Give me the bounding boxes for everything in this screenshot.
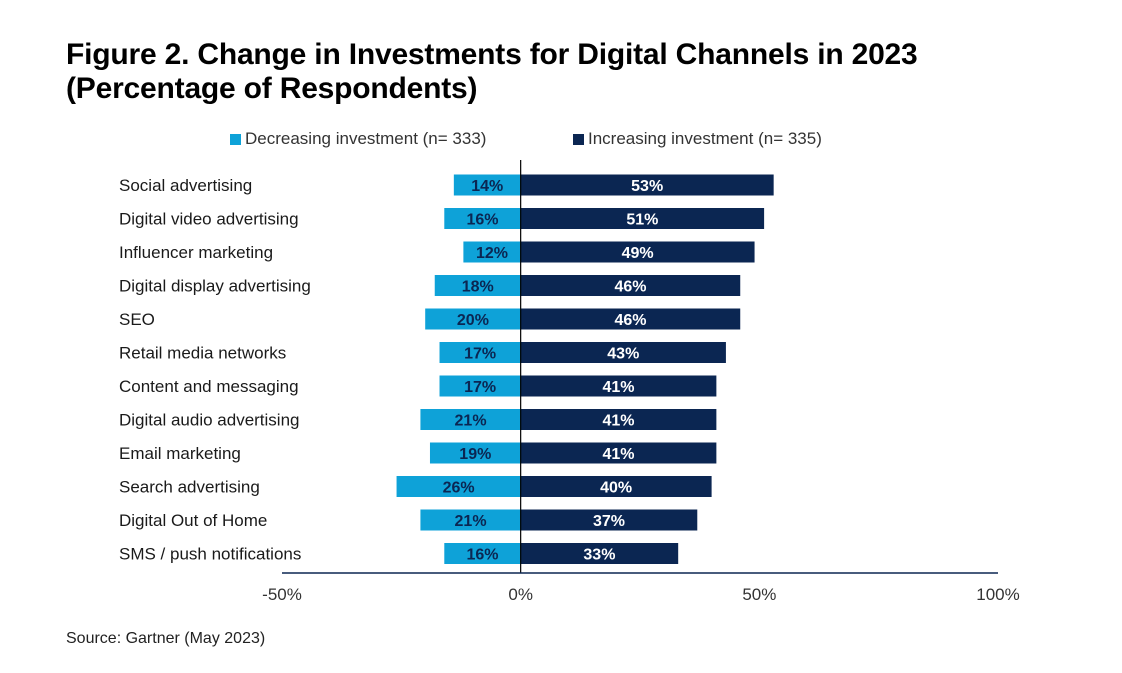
data-label-decreasing: 17% [464, 346, 496, 363]
data-label-increasing: 33% [583, 547, 615, 564]
legend-label-decreasing: Decreasing investment (n= 333) [245, 129, 487, 148]
bar-decreasing [420, 509, 521, 531]
bar-decreasing [429, 442, 521, 464]
legend-swatch-decreasing [230, 133, 241, 145]
category-label: Influencer marketing [119, 243, 273, 262]
data-label-decreasing: 16% [466, 212, 498, 229]
bar-decreasing [463, 241, 521, 263]
category-label: Social advertising [119, 176, 252, 195]
chart-title-line-2: (Percentage of Respondents) [66, 72, 478, 105]
bar-increasing [520, 342, 726, 363]
bar-increasing [520, 509, 698, 531]
data-label-increasing: 41% [603, 379, 635, 396]
chart-title: Figure 2. Change in Investments for Digi… [66, 38, 918, 106]
data-label-decreasing: 21% [455, 413, 487, 430]
category-label: Retail media networks [119, 344, 286, 363]
data-label-increasing: 49% [622, 245, 654, 262]
data-label-increasing: 46% [614, 312, 646, 329]
bar-decreasing [439, 375, 521, 397]
data-label-increasing: 51% [626, 212, 658, 229]
data-label-decreasing: 21% [455, 513, 487, 530]
category-label: Search advertising [119, 478, 260, 497]
category-label: Content and messaging [119, 377, 299, 396]
data-label-increasing: 41% [603, 446, 635, 463]
data-label-increasing: 41% [603, 413, 635, 430]
data-label-increasing: 46% [614, 279, 646, 296]
data-label-decreasing: 19% [459, 446, 491, 463]
bar-decreasing [396, 476, 521, 497]
bar-increasing [520, 308, 741, 330]
legend-item-increasing: Increasing investment (n= 335) [573, 128, 822, 150]
category-label: Digital audio advertising [119, 411, 300, 430]
bar-increasing [520, 543, 679, 564]
data-label-increasing: 40% [600, 480, 632, 497]
chart-title-line-1: Figure 2. Change in Investments for Digi… [66, 38, 918, 71]
data-label-increasing: 37% [593, 513, 625, 530]
data-label-decreasing: 18% [462, 279, 494, 296]
bar-increasing [520, 375, 717, 397]
bar-increasing [520, 409, 717, 430]
data-label-decreasing: 26% [443, 480, 475, 497]
bar-increasing [520, 476, 712, 497]
x-tick-label: 50% [742, 585, 776, 604]
x-tick-label: -50% [262, 585, 302, 604]
x-tick-label: 0% [508, 585, 533, 604]
legend-swatch-increasing [573, 133, 584, 145]
bar-decreasing [444, 543, 521, 564]
data-label-decreasing: 20% [457, 312, 489, 329]
category-label: Digital video advertising [119, 210, 299, 229]
data-label-decreasing: 16% [466, 547, 498, 564]
data-label-decreasing: 17% [464, 379, 496, 396]
data-label-decreasing: 12% [476, 245, 508, 262]
category-label: Digital display advertising [119, 277, 311, 296]
bar-decreasing [444, 208, 521, 229]
category-label: SMS / push notifications [119, 545, 301, 564]
category-label: Digital Out of Home [119, 511, 267, 530]
bar-increasing [520, 275, 741, 296]
bar-decreasing [434, 275, 521, 296]
category-label: Email marketing [119, 444, 241, 463]
bar-increasing [520, 241, 755, 263]
bar-increasing [520, 174, 774, 196]
source-note: Source: Gartner (May 2023) [66, 630, 266, 647]
bar-increasing [520, 442, 717, 464]
legend-item-decreasing: Decreasing investment (n= 333) [230, 128, 486, 150]
bar-decreasing [439, 342, 521, 363]
bar-increasing [520, 208, 765, 229]
bar-chart: Social advertising 14% 53% Digital video ad… [119, 160, 1020, 604]
data-label-increasing: 43% [607, 346, 639, 363]
x-tick-label: 100% [976, 585, 1019, 604]
bar-decreasing [420, 409, 521, 430]
data-label-increasing: 53% [631, 178, 663, 195]
data-label-decreasing: 14% [471, 178, 503, 195]
category-label: SEO [119, 310, 155, 329]
bar-decreasing [425, 308, 521, 330]
bar-decreasing [453, 174, 521, 196]
legend-label-increasing: Increasing investment (n= 335) [588, 129, 822, 148]
